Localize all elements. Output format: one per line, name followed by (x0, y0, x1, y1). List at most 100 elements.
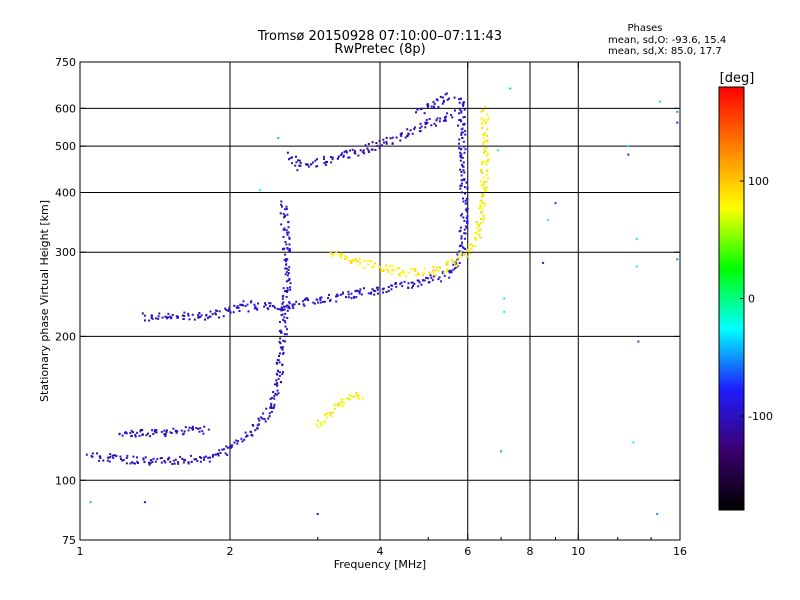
o-mode-f2-trace-point (464, 208, 467, 211)
x-mode-f2-trace-point (390, 272, 393, 275)
x-mode-f2-trace-point (393, 269, 396, 272)
e-f1-trace-point (168, 315, 171, 318)
x-mode-f2-trace-point (413, 267, 416, 270)
o-mode-f2-trace-point (464, 199, 467, 202)
e-f1-trace-point (274, 383, 276, 386)
e-f1-trace-point (219, 452, 222, 454)
e-f1-trace-point (278, 355, 280, 357)
o-mode-f2-trace-point (304, 297, 307, 300)
multi-hop-echoes-point (391, 136, 394, 139)
e-f1-trace-point (285, 243, 288, 246)
o-mode-f2-trace-point (460, 131, 463, 134)
multi-hop-echoes-point (370, 148, 373, 151)
x-mode-f2-trace-point (407, 271, 410, 274)
multi-hop-echoes-point (361, 150, 364, 153)
e-f1-trace-point (125, 457, 128, 459)
x-mode-f2-trace-point (477, 230, 480, 233)
x-tick-label: 6 (464, 545, 471, 558)
o-mode-f2-trace-point (339, 293, 342, 296)
x-axis-label: Frequency [MHz] (334, 558, 426, 571)
o-mode-f2-trace-point (288, 302, 291, 305)
e-f1-trace-point (275, 379, 278, 382)
x-mode-f2-trace-point (480, 218, 482, 221)
o-mode-f2-trace-point (335, 300, 338, 303)
o-mode-f2-trace-point (464, 148, 467, 151)
e-f1-trace-point (177, 461, 179, 464)
x-mode-f2-trace-point (380, 267, 383, 270)
e-f1-trace-point (287, 269, 290, 271)
phase-stats-o: mean, sd,O: -93.6, 15.4 (608, 35, 726, 46)
multi-hop-echoes-point (353, 152, 356, 154)
o-mode-f2-trace-point (355, 289, 358, 292)
e-f1-trace-point (284, 325, 287, 328)
multi-hop-echoes-point (445, 92, 448, 95)
e-f1-trace-point (163, 429, 166, 432)
e-f1-trace-point (200, 314, 203, 317)
o-mode-f2-trace-point (461, 163, 463, 166)
multi-hop-echoes-point (391, 142, 394, 145)
e-f1-trace-point (155, 431, 158, 434)
e-f1-trace-point (167, 457, 170, 460)
yellow-spread-echoes-point (323, 414, 326, 417)
e-f1-trace-point (205, 313, 208, 316)
x-mode-f2-trace-point (397, 267, 399, 270)
x-mode-f2-trace-point (482, 119, 485, 122)
o-mode-f2-trace-point (465, 210, 468, 213)
multi-hop-echoes-point (309, 163, 312, 166)
x-tick-label: 2 (227, 545, 234, 558)
e-f1-trace-point (261, 417, 264, 420)
e-f1-trace-point (218, 310, 221, 313)
e-f1-trace-point (156, 458, 159, 461)
e-f1-trace-point (232, 311, 235, 314)
o-mode-f2-trace-point (463, 122, 466, 125)
e-f1-trace-point (283, 247, 286, 250)
o-mode-f2-trace-point (355, 296, 358, 299)
grid-lines (80, 62, 680, 540)
e-f1-trace-point (180, 429, 183, 432)
o-mode-f2-trace-point (320, 296, 323, 299)
e-f1-trace-point (231, 444, 234, 447)
e-f1-trace-point (121, 459, 124, 462)
multi-hop-echoes-point (367, 143, 370, 145)
x-mode-f2-trace-point (371, 266, 374, 268)
o-mode-f2-trace-point (327, 297, 329, 300)
e-f1-trace-point (134, 435, 137, 438)
e-f1-trace-point (285, 229, 288, 232)
x-mode-f2-trace-point (482, 141, 485, 144)
x-mode-f2-trace-point (369, 260, 372, 263)
e-f1-trace-point (211, 455, 214, 458)
o-mode-f2-trace-point (382, 287, 385, 290)
x-mode-f2-trace-point (481, 202, 484, 205)
e-f1-trace-point (275, 393, 278, 396)
x-mode-f2-trace-point (482, 215, 485, 218)
multi-hop-echoes-point (299, 164, 302, 167)
e-f1-trace-point (286, 233, 289, 236)
o-mode-f2-trace-point (459, 97, 462, 100)
x-mode-f2-trace-point (486, 160, 489, 163)
multi-hop-echoes-point (448, 97, 450, 100)
x-mode-f2-trace-point (367, 263, 370, 266)
axis-ticks: 1 2 4 6 8 10 16 75 100 200 300 400 500 600 750 (55, 56, 687, 558)
o-mode-f2-trace-point (264, 303, 267, 306)
e-f1-trace-point (200, 456, 203, 459)
o-mode-f2-trace-point (450, 271, 453, 274)
x-mode-f2-trace-point (486, 119, 489, 122)
colorbar-ticks: 100 0 -100 (740, 175, 773, 423)
e-f1-trace-point (187, 461, 190, 464)
multi-hop-echoes-point (445, 115, 447, 118)
multi-hop-echoes-point (331, 156, 334, 159)
o-mode-f2-trace-point (403, 280, 406, 283)
multi-hop-echoes-point (444, 118, 447, 121)
x-mode-f2-trace-point (466, 248, 469, 251)
e-f1-trace-point (197, 427, 200, 430)
e-f1-trace-point (199, 316, 202, 318)
o-mode-f2-trace-point (376, 288, 379, 291)
x-mode-f2-trace-point (432, 266, 435, 268)
x-mode-f2-trace-point (481, 109, 484, 112)
multi-hop-echoes-point (342, 154, 345, 157)
e-f1-trace-point (85, 453, 88, 456)
x-mode-f2-trace-point (443, 271, 446, 274)
phase-stats-header: Phases (627, 23, 662, 34)
x-mode-f2-trace-point (473, 236, 476, 239)
e-f1-trace-point (282, 247, 285, 250)
